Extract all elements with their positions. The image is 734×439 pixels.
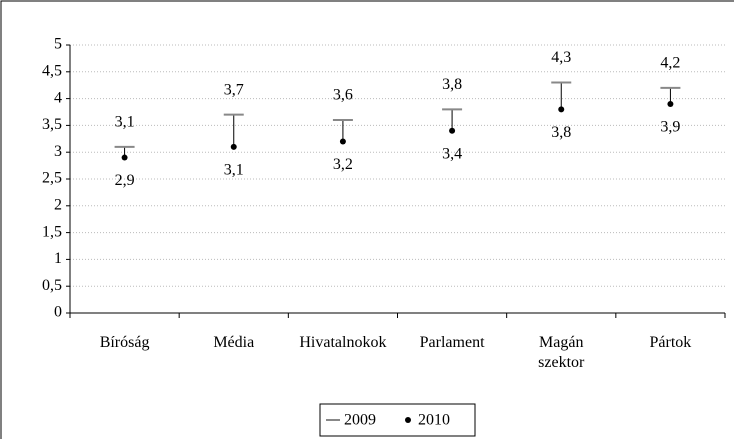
data-label: 3,1 [224,162,244,179]
data-label: 3,8 [442,76,462,93]
marker-2010 [558,106,565,113]
y-tick-label: 5 [54,36,62,53]
x-tick-label: Magán szektor [538,334,585,371]
y-tick-label: 2 [54,196,62,213]
data-label: 3,9 [660,119,680,136]
marker-2010 [121,154,128,161]
data-label: 4,3 [551,49,571,66]
legend-swatch [405,417,411,423]
x-tick-label: Pártok [649,334,692,351]
y-tick-label: 1 [54,250,62,267]
data-label: 4,2 [660,55,680,72]
y-tick-label: 3,5 [42,116,62,133]
x-tick-label: Hivatalnokok [299,334,387,351]
marker-2010 [667,100,674,107]
data-label: 3,6 [333,87,353,104]
y-tick-label: 1,5 [42,223,62,240]
legend-box [319,403,476,437]
marker-2010 [449,127,456,134]
data-label: 3,1 [115,114,135,131]
y-tick-label: 0 [54,304,62,321]
y-tick-label: 3 [54,143,62,160]
y-tick-label: 4 [54,89,62,106]
data-label: 3,7 [224,81,244,98]
x-tick-label: Bíróság [99,334,150,351]
y-tick-label: 0,5 [42,277,62,294]
data-label: 3,4 [442,145,462,162]
legend-label: 2010 [418,412,450,429]
y-tick-label: 4,5 [42,62,62,79]
data-label: 3,2 [333,156,353,173]
marker-2010 [230,143,237,150]
x-tick-label: Média [213,334,255,351]
y-tick-label: 2,5 [42,170,62,187]
x-tick-label: Parlament [419,334,485,351]
legend-label: 2009 [344,412,376,429]
marker-2010 [339,138,346,145]
data-label: 2,9 [115,172,135,189]
data-label: 3,8 [551,124,571,141]
